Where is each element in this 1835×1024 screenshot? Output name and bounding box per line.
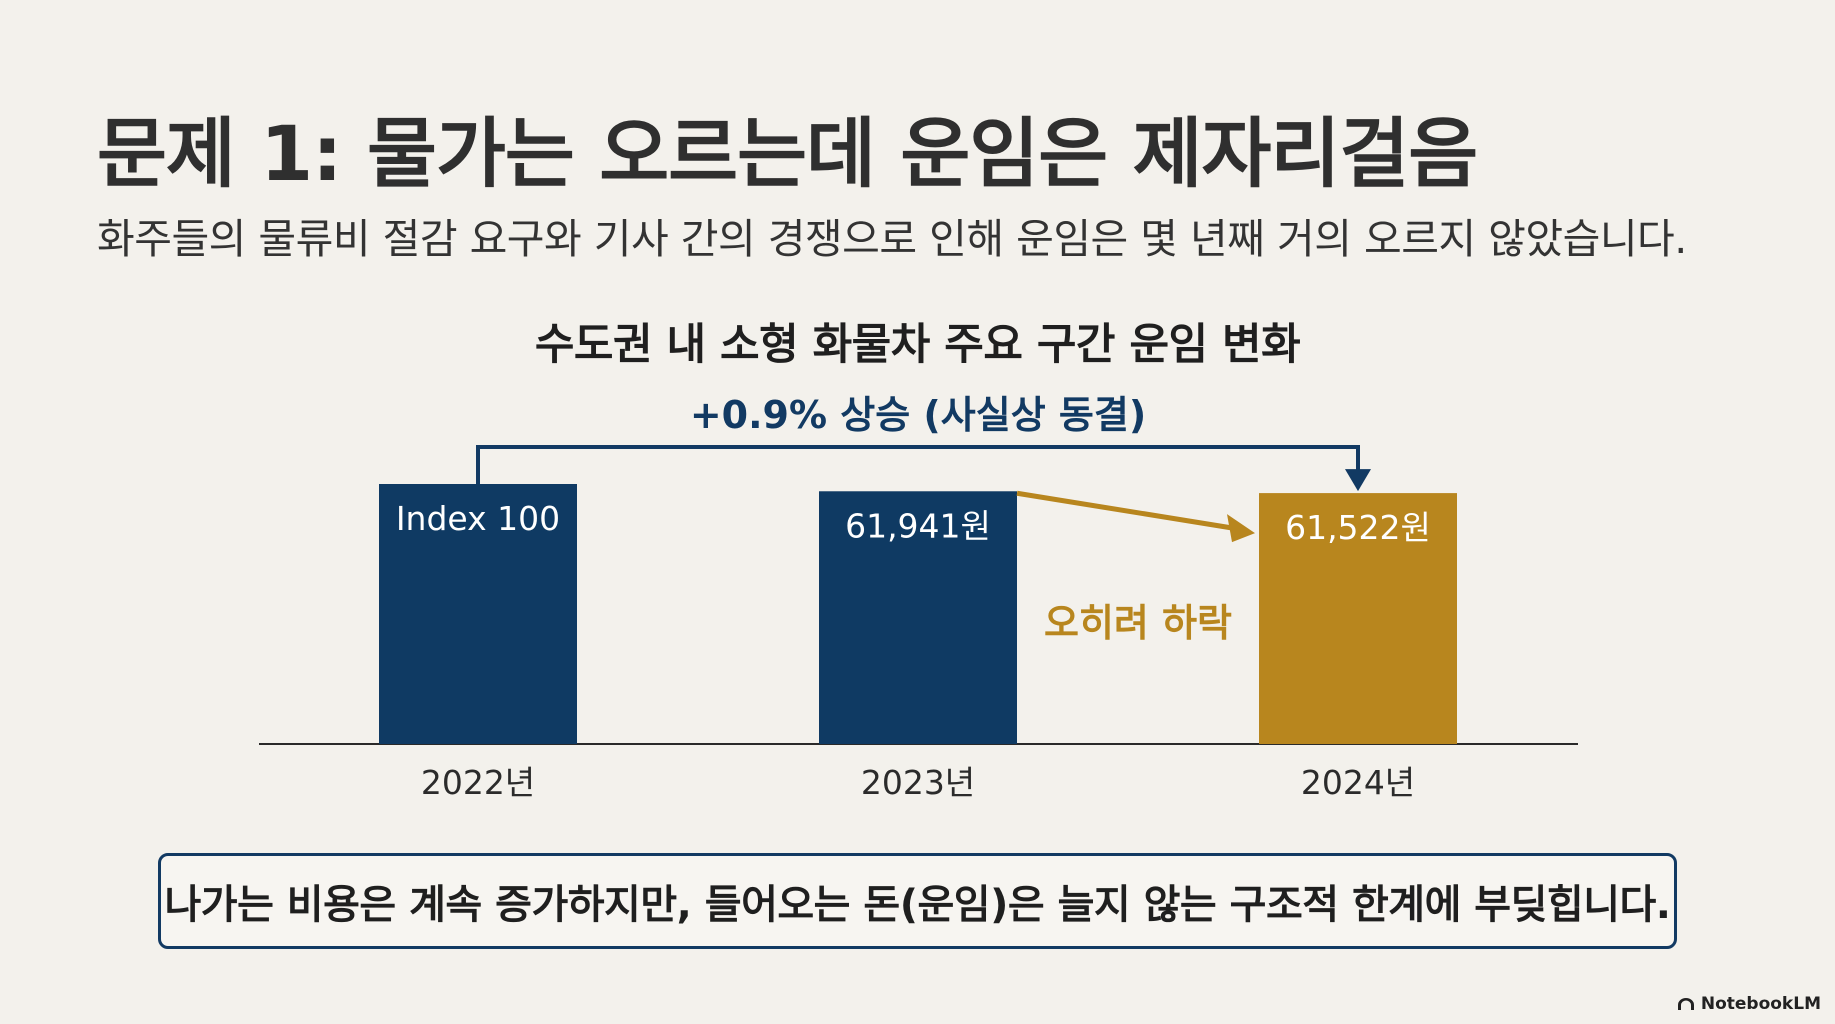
bar-1 — [379, 484, 577, 744]
x-tick-label-3: 2024년 — [1301, 763, 1415, 802]
bar-value-label-3: 61,522원 — [1285, 508, 1431, 547]
increase-bracket-line — [476, 445, 1360, 484]
decline-label: 오히려 하락 — [1044, 601, 1232, 645]
x-tick-label-2: 2023년 — [861, 763, 975, 802]
page-subtitle: 화주들의 물류비 절감 요구와 기사 간의 경쟁으로 인해 운임은 몇 년째 거… — [97, 215, 1687, 263]
page-title: 문제 1: 물가는 오르는데 운임은 제자리걸음 — [97, 109, 1478, 198]
increase-bracket-label: +0.9% 상승 (사실상 동결) — [690, 393, 1146, 437]
bars-layer: Index 100 2022년 61,941원 2023년 61,522원 2024년 — [259, 484, 1578, 802]
decline-arrowhead — [1227, 514, 1255, 543]
annotations-layer: +0.9% 상승 (사실상 동결) 오히려 하락 — [476, 393, 1371, 645]
notebooklm-logo-icon — [1677, 998, 1694, 1010]
callout-text: 나가는 비용은 계속 증가하지만, 들어오는 돈(운임)은 늘지 않는 구조적 … — [164, 882, 1671, 928]
fare-bar-chart: Index 100 2022년 61,941원 2023년 61,522원 2024년 +… — [259, 393, 1578, 802]
notebooklm-brand: NotebookLM — [1677, 994, 1821, 1014]
bar-2 — [819, 491, 1017, 744]
callout-box: 나가는 비용은 계속 증가하지만, 들어오는 돈(운임)은 늘지 않는 구조적 … — [158, 853, 1677, 949]
increase-bracket-arrowhead — [1345, 469, 1371, 492]
bar-3 — [1259, 493, 1457, 744]
decline-arrow-line — [1016, 490, 1234, 531]
bar-value-label-2: 61,941원 — [845, 506, 991, 545]
x-tick-label-1: 2022년 — [421, 763, 535, 802]
brand-label: NotebookLM — [1700, 994, 1821, 1014]
bar-value-label-1: Index 100 — [396, 499, 560, 538]
chart-title: 수도권 내 소형 화물차 주요 구간 운임 변화 — [534, 320, 1301, 370]
